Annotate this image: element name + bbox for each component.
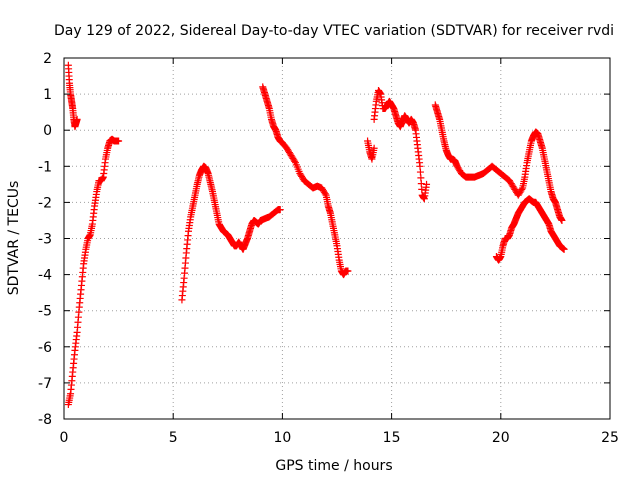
y-tick-label: 2	[43, 51, 52, 67]
data-point	[73, 115, 81, 123]
data-point	[115, 137, 123, 145]
grid-lines	[64, 58, 610, 419]
series-arc-1a	[64, 61, 81, 131]
series-arc-4a	[364, 137, 378, 163]
series-arc-6	[492, 195, 568, 264]
chart-title: Day 129 of 2022, Sidereal Day-to-day VTE…	[54, 23, 614, 39]
series-arc-4b	[370, 86, 431, 203]
data-point	[344, 267, 352, 275]
y-tick-label: -2	[38, 195, 52, 211]
x-tick-label: 20	[492, 430, 510, 446]
y-tick-label: -5	[38, 304, 52, 320]
y-tick-label: 1	[43, 87, 52, 103]
x-tick-label: 0	[60, 430, 69, 446]
series-arc-1b	[64, 135, 123, 409]
x-tick-label: 5	[169, 430, 178, 446]
y-tick-label: -4	[38, 268, 52, 284]
y-tick-label: -7	[38, 376, 52, 392]
data-point	[558, 216, 566, 224]
data-point	[560, 245, 568, 253]
data-point	[370, 144, 378, 152]
y-axis-label: SDTVAR / TECUs	[6, 181, 22, 296]
series-arc-2	[178, 162, 284, 304]
y-tick-label: -8	[38, 412, 52, 428]
data-point	[276, 206, 284, 214]
x-tick-label: 15	[383, 430, 401, 446]
y-tick-label: -6	[38, 340, 52, 356]
data-point	[518, 185, 526, 193]
series-arc-3	[259, 83, 352, 279]
x-axis-label: GPS time / hours	[275, 458, 392, 474]
series-arc-5	[431, 101, 566, 224]
x-tick-label: 25	[601, 430, 619, 446]
data-point	[423, 180, 431, 188]
y-tick-label: 0	[43, 123, 52, 139]
y-tick-label: -3	[38, 232, 52, 248]
x-tick-label: 10	[273, 430, 291, 446]
axis-ticks: 0 5 10 15 20 25 -8 -7 -6 -5 -4 -3 -2 -1 0 1 2	[38, 51, 619, 446]
data-point	[321, 190, 329, 198]
data-points	[64, 61, 568, 409]
data-point	[291, 157, 299, 165]
y-tick-label: -1	[38, 159, 52, 175]
